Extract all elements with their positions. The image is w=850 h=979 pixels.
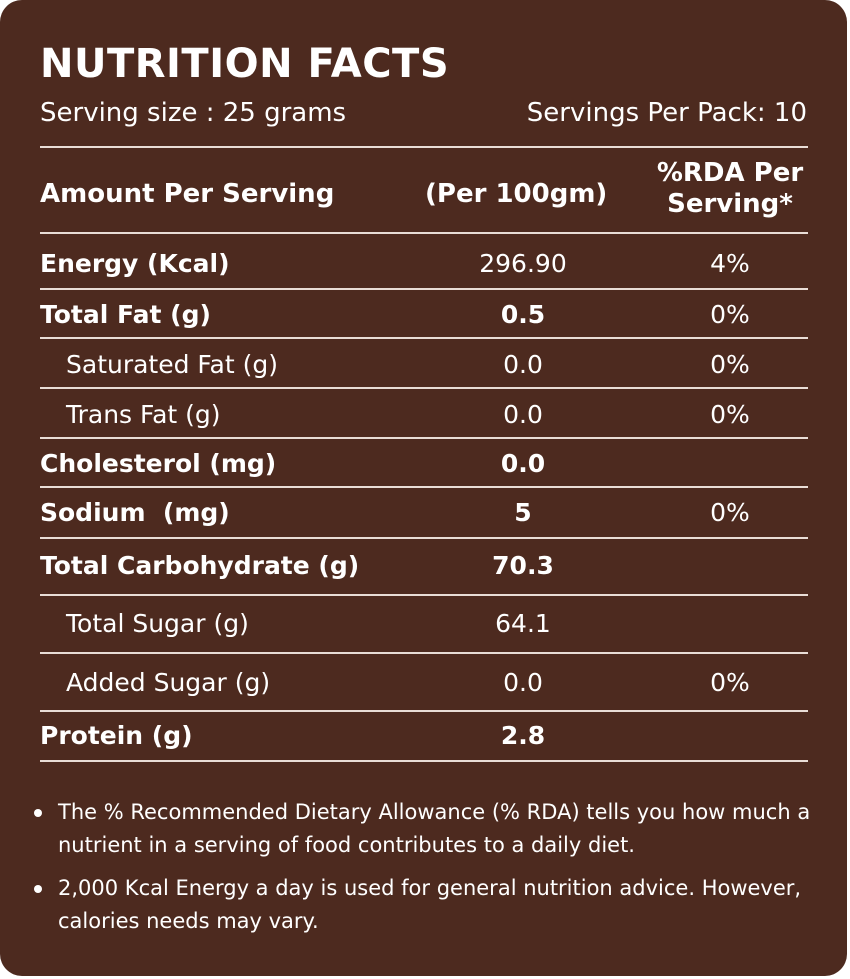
row-rda-added-sugar: 0% [710,668,750,697]
servings-per-pack: Servings Per Pack: 10 [526,98,807,128]
header-per-100gm: (Per 100gm) [425,179,608,209]
row-label-total-fat: Total Fat (g) [40,300,211,329]
row-value-added-sugar: 0.0 [503,668,543,697]
footnote-text: The % Recommended Dietary Allowance (% R… [58,800,811,857]
row-rda-energy: 4% [710,249,750,278]
row-value-trans-fat: 0.0 [503,400,543,429]
row-rda-trans-fat: 0% [710,400,750,429]
row-label-energy: Energy (Kcal) [40,249,230,278]
row-value-protein: 2.8 [500,721,546,750]
bullet-icon [34,885,42,893]
row-label-protein: Protein (g) [40,721,193,750]
row-label-trans-fat: Trans Fat (g) [66,400,221,429]
row-label-saturated-fat: Saturated Fat (g) [66,350,278,379]
header-amount-per-serving: Amount Per Serving [40,179,335,209]
divider [40,146,808,148]
footnote-text: 2,000 Kcal Energy a day is used for gene… [58,876,802,933]
row-value-total-fat: 0.5 [500,300,546,329]
row-rda-saturated-fat: 0% [710,350,750,379]
row-label-total-carbohydrate: Total Carbohydrate (g) [40,551,360,580]
row-value-energy: 296.90 [479,249,567,278]
footnote-item: The % Recommended Dietary Allowance (% R… [30,796,830,862]
row-value-sodium: 5 [514,498,532,527]
divider [40,232,808,234]
row-rda-sodium: 0% [710,498,750,527]
footnote-item: 2,000 Kcal Energy a day is used for gene… [30,872,830,938]
row-value-saturated-fat: 0.0 [503,350,543,379]
divider [40,710,808,712]
footnotes: The % Recommended Dietary Allowance (% R… [30,796,830,948]
row-label-added-sugar: Added Sugar (g) [66,668,271,697]
bullet-icon [34,809,42,817]
row-rda-total-fat: 0% [710,300,750,329]
row-label-total-sugar: Total Sugar (g) [66,609,249,638]
row-value-total-sugar: 64.1 [495,609,551,638]
divider [40,594,808,596]
divider [40,537,808,539]
header-rda-per-serving: %RDA Per Serving* [656,158,804,219]
row-label-cholesterol: Cholesterol (mg) [40,449,277,478]
divider [40,486,808,488]
serving-size: Serving size : 25 grams [40,98,347,128]
divider [40,387,808,389]
row-value-total-carbohydrate: 70.3 [492,551,554,580]
divider [40,437,808,439]
divider [40,760,808,762]
row-value-cholesterol: 0.0 [500,449,546,478]
divider [40,652,808,654]
row-label-sodium: Sodium (mg) [40,498,230,527]
divider [40,288,808,290]
panel-title: NUTRITION FACTS [40,41,450,87]
divider [40,337,808,339]
